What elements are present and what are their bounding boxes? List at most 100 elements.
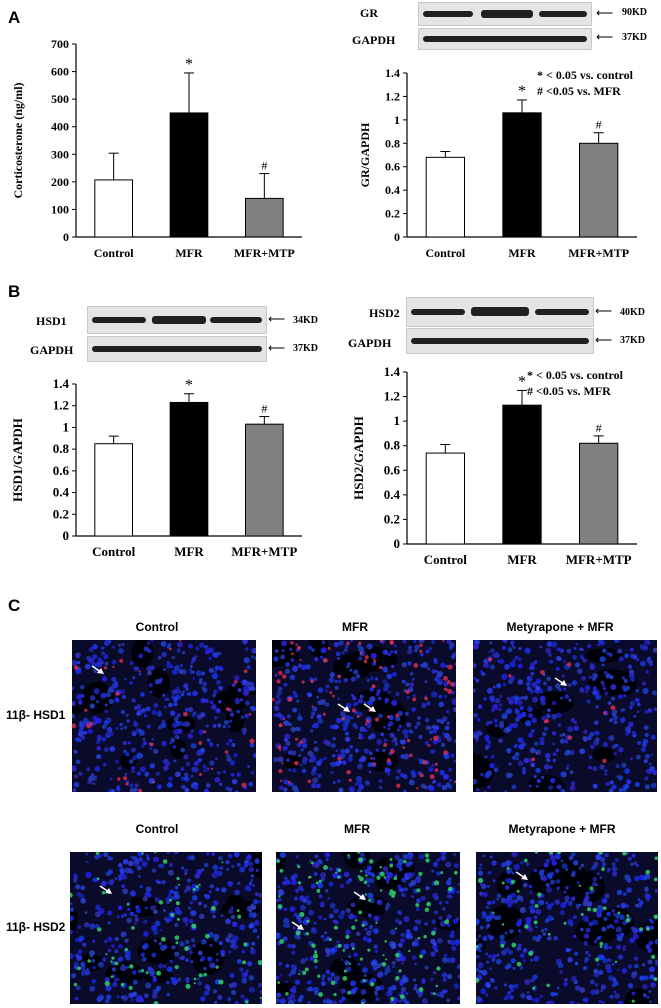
nucleus [181, 721, 187, 727]
nucleus [453, 739, 456, 743]
stain-dot [115, 691, 120, 696]
stain-dot [416, 888, 421, 893]
nucleus [457, 996, 460, 1001]
lumen [473, 754, 495, 790]
nucleus [545, 858, 551, 864]
category-label: Control [425, 246, 465, 260]
nucleus [206, 767, 210, 771]
stain-dot [162, 859, 168, 864]
nucleus [507, 679, 514, 685]
nucleus [563, 687, 567, 691]
nucleus [366, 883, 371, 887]
nucleus [442, 977, 447, 982]
stain-dot [347, 853, 350, 857]
stain-dot [315, 881, 319, 885]
nucleus [347, 855, 351, 860]
micrograph-image [473, 640, 657, 792]
nucleus [592, 766, 598, 772]
nucleus [403, 789, 407, 792]
nucleus [290, 782, 294, 787]
nucleus [584, 895, 590, 901]
nucleus [310, 711, 316, 716]
nucleus [567, 919, 574, 926]
nucleus [151, 952, 157, 958]
nucleus [319, 698, 326, 706]
blot-size-hsd1: 34KD [293, 315, 318, 326]
nucleus [171, 669, 178, 675]
nucleus [637, 740, 642, 746]
nucleus [316, 695, 320, 699]
hsd1-gapdh-bar-chart: 00.20.40.60.811.21.4HSD1/GAPDHControl*MF… [10, 376, 302, 559]
nucleus [89, 985, 96, 992]
nucleus [255, 868, 259, 872]
nucleus [306, 899, 312, 906]
nucleus [166, 980, 170, 984]
lumen [486, 905, 524, 941]
stain-dot [578, 884, 582, 887]
nucleus [286, 714, 291, 719]
nucleus [312, 777, 319, 784]
nucleus [607, 701, 612, 705]
nucleus [393, 737, 398, 742]
nucleus [277, 756, 284, 763]
nucleus [402, 774, 408, 780]
nucleus [212, 989, 218, 994]
nucleus [489, 762, 495, 769]
nucleus [174, 885, 179, 890]
nucleus [311, 724, 316, 728]
stain-dot [122, 776, 128, 781]
nucleus [610, 683, 617, 690]
nucleus [508, 898, 515, 905]
stain-dot [599, 941, 604, 946]
nucleus [492, 879, 496, 883]
nucleus [501, 713, 508, 720]
nucleus [494, 986, 498, 990]
nucleus [392, 965, 395, 969]
nucleus [574, 961, 579, 966]
nucleus [587, 644, 592, 649]
nucleus [152, 975, 157, 980]
nucleus [324, 689, 328, 693]
nucleus [244, 860, 249, 865]
nucleus [634, 963, 639, 969]
nucleus [213, 715, 218, 720]
nucleus [174, 922, 179, 927]
bar [579, 142, 619, 238]
nucleus [191, 657, 197, 662]
stain-dot [370, 757, 373, 760]
nucleus [100, 651, 106, 656]
nucleus [600, 984, 607, 990]
nucleus [357, 698, 364, 704]
nucleus [343, 943, 350, 950]
category-label: MFR+MTP [231, 544, 297, 559]
nucleus [614, 857, 619, 863]
nucleus [414, 877, 421, 884]
nucleus [604, 852, 609, 858]
nucleus [651, 690, 657, 696]
hsd1-blot-image [87, 306, 267, 334]
category-label: MFR+MTP [234, 246, 295, 260]
arrow-icon [515, 871, 528, 880]
nucleus [174, 951, 180, 957]
nucleus [235, 790, 239, 792]
nucleus [200, 697, 206, 704]
nucleus [290, 726, 297, 733]
nucleus [187, 706, 194, 713]
nucleus [444, 989, 448, 993]
nucleus [646, 995, 650, 999]
nucleus [440, 855, 447, 861]
nucleus [151, 868, 157, 873]
nucleus [283, 682, 288, 687]
legend-a-line2: # <0.05 vs. MFR [537, 84, 621, 98]
nucleus [430, 938, 436, 944]
nucleus [510, 958, 516, 964]
nucleus [596, 912, 602, 918]
nucleus [97, 657, 102, 662]
nucleus [498, 738, 504, 744]
y-tick-label: 0.4 [385, 183, 400, 197]
nucleus [231, 921, 238, 928]
nucleus [90, 703, 95, 708]
stain-dot [203, 730, 207, 734]
nucleus [169, 959, 173, 963]
nucleus [442, 852, 447, 856]
